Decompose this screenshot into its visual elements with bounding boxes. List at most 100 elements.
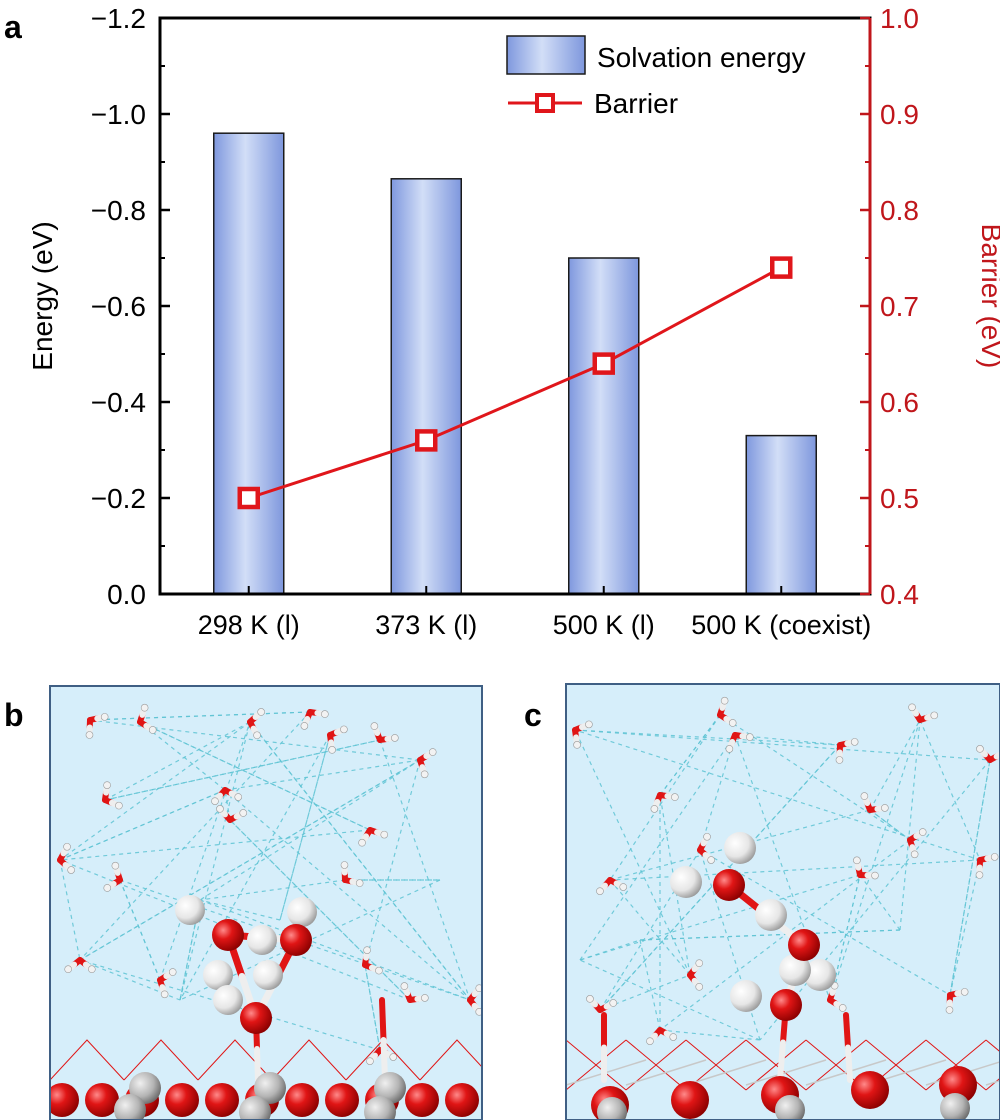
- water-molecule: [362, 946, 383, 975]
- hydrogen-atom: [804, 959, 836, 991]
- hydrogen-bond: [199, 759, 421, 901]
- water-molecule: [216, 805, 248, 823]
- water-molecule: [157, 968, 177, 999]
- oxygen-atom: [240, 1002, 272, 1034]
- hydrogen-bond: [364, 964, 381, 1051]
- panel-label-b: b: [4, 697, 24, 733]
- hydrogen-bond: [574, 729, 981, 861]
- hydrogen-atom: [908, 703, 916, 712]
- hydrogen-atom: [918, 828, 927, 836]
- legend: Solvation energy Barrier: [506, 35, 806, 119]
- left-tick-label: −1.2: [91, 3, 146, 34]
- oxygen-atom: [405, 1083, 439, 1117]
- hydrogen-bond: [364, 759, 421, 966]
- hydrogen-atom: [213, 985, 243, 1015]
- left-axis-label: Energy (eV): [27, 221, 58, 370]
- water-molecule: [835, 738, 859, 764]
- hydrogen-atom: [619, 883, 628, 891]
- hydrogen-atom: [287, 897, 317, 927]
- hydrogen-atom: [707, 856, 715, 864]
- hydrogen-bond: [659, 1029, 761, 1041]
- hydrogen-bond: [379, 739, 471, 1001]
- barrier-marker: [770, 256, 793, 279]
- hydrogen-atom: [720, 696, 729, 705]
- hydrogen-bond: [899, 719, 921, 931]
- hydrogen-atom: [64, 965, 72, 974]
- hydrogen-atom: [111, 861, 120, 870]
- hydrogen-atom: [475, 984, 482, 992]
- oxygen-atom: [285, 1083, 319, 1117]
- hydrogen-atom: [370, 722, 379, 730]
- hydrogen-atom: [725, 745, 734, 753]
- hydrogen-atom: [103, 781, 111, 789]
- lattice-line: [50, 1039, 125, 1081]
- hydrogen-bond: [719, 714, 911, 841]
- hydrogen-atom: [585, 720, 593, 729]
- chart: 0.0 −0.2 −0.4 −0.6 −0.8 −1.0 −1.2 0.4 0.5 0.6 0.7…: [27, 3, 1000, 640]
- hydrogen-atom: [670, 866, 702, 898]
- hydrogen-atom: [175, 895, 205, 925]
- hydrogen-bond: [229, 819, 411, 1001]
- hydrogen-atom: [910, 850, 919, 859]
- hydrogen-bond: [104, 721, 251, 801]
- hydrogen-atom: [253, 731, 261, 740]
- hydrogen-bond: [829, 719, 921, 1001]
- right-tick-label: 0.7: [880, 291, 919, 322]
- hydrogen-atom: [945, 1006, 954, 1014]
- oxygen-atom: [212, 919, 244, 951]
- hydrogen-atom: [375, 966, 383, 975]
- hydrogen-atom: [838, 1004, 847, 1012]
- hydrogen-atom: [671, 793, 679, 801]
- hydrogen-bond: [869, 719, 921, 811]
- hydrogen-atom: [358, 838, 366, 847]
- water-molecule: [400, 982, 429, 1003]
- water-molecule: [586, 995, 618, 1013]
- water-molecule: [908, 703, 939, 723]
- hydrogen-atom: [746, 733, 754, 741]
- water-molecule: [596, 877, 628, 895]
- oxygen-atom: [788, 929, 820, 961]
- hydrogen-atom: [115, 801, 123, 810]
- legend-label-solvation: Solvation energy: [597, 42, 806, 73]
- water-molecules-c: [572, 696, 1000, 1045]
- barrier-line: [248, 266, 782, 500]
- barrier-marker: [237, 486, 260, 510]
- hydrogen-atom: [975, 871, 984, 879]
- hydrogen-atom: [724, 832, 756, 864]
- hydrogen-bond: [609, 859, 981, 881]
- legend-label-barrier: Barrier: [594, 88, 678, 119]
- hydrogen-atom: [389, 1053, 398, 1061]
- hydrogen-atom: [609, 999, 618, 1007]
- oxygen-atom: [280, 924, 312, 956]
- hydrogen-atom: [930, 711, 939, 720]
- bond-hydrogen-half: [777, 1039, 786, 1083]
- hydrogen-bond: [224, 759, 421, 791]
- oxygen-atom: [671, 1081, 709, 1119]
- hydrogen-atom: [400, 982, 409, 990]
- hydrogen-bond: [79, 759, 421, 961]
- hydrogen-atom: [428, 748, 437, 756]
- hydrogen-atom: [669, 1033, 678, 1041]
- water-molecule: [945, 988, 969, 1014]
- hydrogen-atom: [321, 710, 329, 718]
- hydrogen-atom: [391, 734, 399, 742]
- hydrogen-atom: [160, 990, 169, 999]
- hydrogen-bond: [159, 721, 251, 981]
- x-axis-ticks: 298 K (l) 373 K (l) 500 K (l) 500 K (coexis…: [198, 586, 871, 640]
- hydrogen-bond: [224, 789, 231, 821]
- water-molecule: [327, 725, 348, 754]
- hydrogen-atom: [853, 856, 861, 865]
- hydrogen-bond: [829, 874, 861, 1001]
- hydrogen-atom: [300, 722, 309, 730]
- right-tick-label: 0.5: [880, 483, 919, 514]
- water-molecule: [572, 720, 593, 749]
- hydrogen-bond: [224, 789, 471, 1001]
- hydrogen-atom: [216, 805, 224, 813]
- hydrogen-bond: [609, 809, 871, 881]
- legend-marker-swatch: [535, 93, 555, 113]
- hydrogen-atom: [140, 703, 149, 712]
- hydrogen-atom: [88, 965, 96, 974]
- hydrogen-bond: [79, 711, 311, 961]
- hydrogen-atom: [650, 805, 659, 813]
- hydrogen-atom: [960, 988, 969, 996]
